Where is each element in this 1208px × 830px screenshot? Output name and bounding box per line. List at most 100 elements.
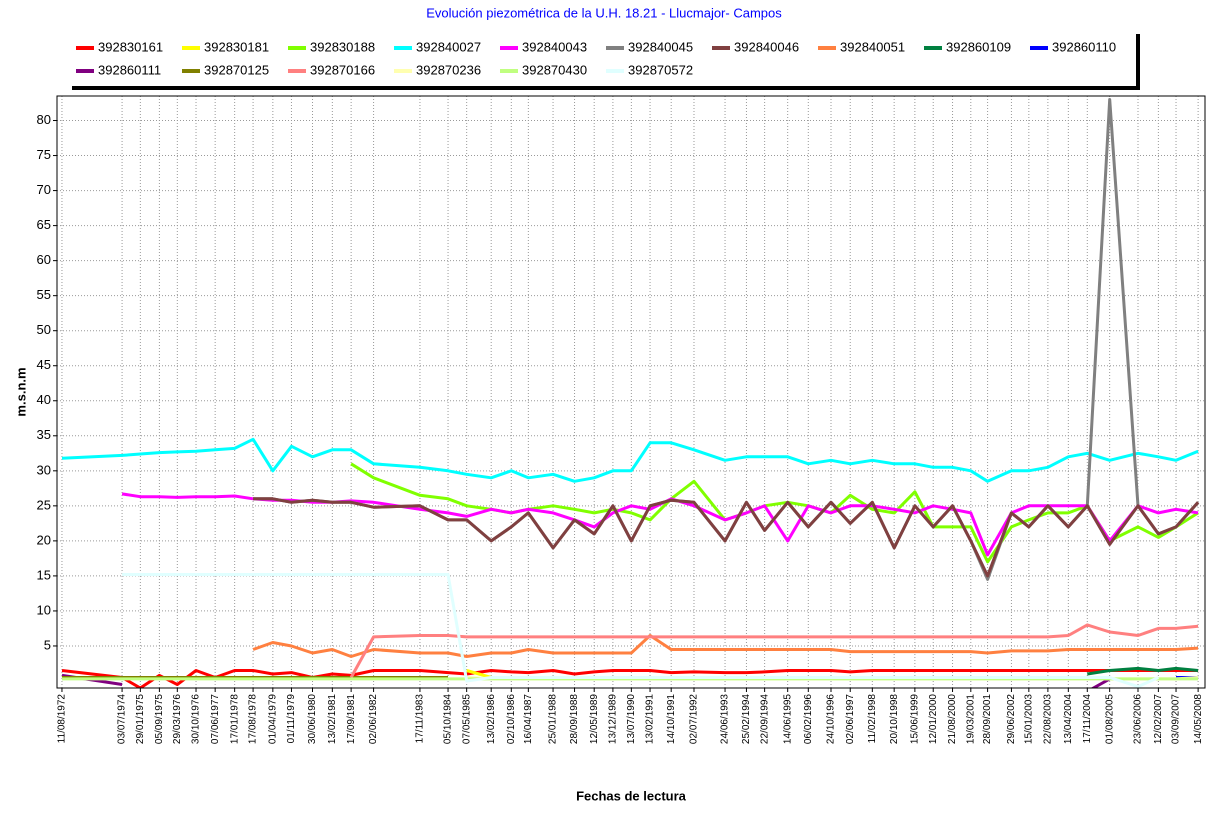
x-tick-label: 29/03/1976 <box>172 694 183 744</box>
x-tick-label: 17/01/1978 <box>229 694 240 744</box>
x-tick-label: 17/11/1983 <box>415 694 426 744</box>
legend-label: 392860111 <box>98 62 161 77</box>
x-tick-label: 14/10/1991 <box>666 694 677 744</box>
x-tick-label: 28/09/2001 <box>982 694 993 744</box>
y-tick-label: 50 <box>37 322 51 337</box>
x-tick-label: 14/05/2008 <box>1193 694 1204 744</box>
x-tick-label: 11/08/1972 <box>57 694 68 744</box>
x-tick-label: 24/06/1993 <box>720 694 731 744</box>
y-tick-label: 35 <box>37 427 51 442</box>
x-tick-label: 28/09/1988 <box>569 694 580 744</box>
x-tick-label: 22/09/1994 <box>759 694 770 744</box>
x-tick-label: 07/06/1977 <box>210 694 221 744</box>
x-tick-label: 22/08/2003 <box>1043 694 1054 744</box>
series-line <box>466 669 492 679</box>
legend-label: 392870125 <box>204 62 269 77</box>
series-line <box>349 623 1199 679</box>
chart-title: Evolución piezométrica de la U.H. 18.21 … <box>426 5 782 20</box>
y-tick-label: 5 <box>44 637 51 652</box>
x-tick-label: 06/02/1996 <box>803 694 814 744</box>
y-tick-label: 15 <box>37 567 51 582</box>
x-tick-label: 03/07/1974 <box>117 694 128 744</box>
legend-shadow <box>72 34 1140 90</box>
x-tick-label: 25/01/1988 <box>548 694 559 744</box>
x-tick-label: 05/10/1984 <box>443 694 454 744</box>
legend-label: 392840043 <box>522 39 587 54</box>
y-axis-label: m.s.n.m <box>13 367 28 416</box>
x-tick-label: 01/08/2005 <box>1104 694 1115 744</box>
legend-label: 392870572 <box>628 62 693 77</box>
y-tick-label: 40 <box>37 392 51 407</box>
x-tick-label: 02/06/1997 <box>845 694 856 744</box>
x-tick-label: 12/05/1989 <box>589 694 600 744</box>
x-axis-label: Fechas de lectura <box>576 788 687 803</box>
legend-label: 392870236 <box>416 62 481 77</box>
legend-label: 392860110 <box>1052 39 1116 54</box>
x-tick-label: 01/11/1979 <box>286 694 297 744</box>
x-tick-label: 30/06/1980 <box>307 694 318 744</box>
x-tick-label: 02/10/1986 <box>506 694 517 744</box>
y-tick-label: 75 <box>37 147 51 162</box>
series-line <box>122 573 1160 688</box>
x-tick-label: 13/02/1991 <box>645 694 656 744</box>
x-tick-label: 13/04/2004 <box>1063 694 1074 744</box>
x-tick-label: 17/08/1978 <box>248 694 259 744</box>
series-line <box>61 437 1199 483</box>
y-tick-label: 70 <box>37 182 51 197</box>
x-tick-label: 30/10/1976 <box>191 694 202 744</box>
x-tick-label: 13/02/1981 <box>327 694 338 744</box>
x-tick-label: 23/06/2006 <box>1133 694 1144 744</box>
x-tick-label: 24/10/1996 <box>826 694 837 744</box>
y-tick-label: 55 <box>37 287 51 302</box>
x-tick-label: 02/07/1992 <box>689 694 700 744</box>
legend-label: 392830188 <box>310 39 375 54</box>
x-tick-label: 16/04/1987 <box>523 694 534 744</box>
y-tick-label: 25 <box>37 497 51 512</box>
series-line <box>253 497 1200 578</box>
x-tick-label: 25/02/1994 <box>741 694 752 744</box>
x-tick-label: 05/09/1975 <box>154 694 165 744</box>
x-tick-label: 29/06/2002 <box>1006 694 1017 744</box>
plot-area <box>57 96 1205 688</box>
legend-box <box>72 34 1138 88</box>
x-tick-label: 19/03/2001 <box>965 694 976 744</box>
legend-label: 392830181 <box>204 39 269 54</box>
series-line <box>252 634 1199 658</box>
x-tick-label: 14/06/1995 <box>782 694 793 744</box>
x-tick-label: 02/06/1982 <box>368 694 379 744</box>
y-tick-label: 45 <box>37 357 51 372</box>
x-tick-label: 29/01/1975 <box>135 694 146 744</box>
y-tick-label: 20 <box>37 532 51 547</box>
x-tick-label: 20/10/1998 <box>889 694 900 744</box>
x-tick-label: 15/01/2003 <box>1023 694 1034 744</box>
x-tick-label: 12/02/2007 <box>1153 694 1164 744</box>
x-tick-label: 12/01/2000 <box>928 694 939 744</box>
legend-label: 392840045 <box>628 39 693 54</box>
legend-label: 392830161 <box>98 39 163 54</box>
x-tick-label: 21/08/2000 <box>947 694 958 744</box>
plot-border <box>56 95 1206 689</box>
legend-label: 392870430 <box>522 62 587 77</box>
legend-label: 392870166 <box>310 62 375 77</box>
x-tick-label: 11/02/1998 <box>867 694 878 744</box>
legend-label: 392840051 <box>840 39 905 54</box>
y-tick-label: 30 <box>37 462 51 477</box>
legend-label: 392840027 <box>416 39 481 54</box>
x-tick-label: 13/12/1989 <box>608 694 619 744</box>
x-tick-label: 17/11/2004 <box>1082 694 1093 744</box>
y-tick-label: 80 <box>37 112 51 127</box>
x-tick-label: 13/07/1990 <box>626 694 637 744</box>
x-tick-label: 17/09/1981 <box>346 694 357 744</box>
legend-label: 392840046 <box>734 39 799 54</box>
y-tick-label: 65 <box>37 217 51 232</box>
x-tick-label: 15/06/1999 <box>910 694 921 744</box>
x-tick-label: 01/04/1979 <box>267 694 278 744</box>
y-tick-label: 60 <box>37 252 51 267</box>
y-tick-label: 10 <box>37 602 51 617</box>
x-tick-label: 13/02/1986 <box>486 694 497 744</box>
x-tick-label: 03/09/2007 <box>1171 694 1182 744</box>
series-line <box>1087 666 1199 676</box>
series-line <box>61 669 1199 688</box>
x-tick-label: 07/05/1985 <box>461 694 472 744</box>
